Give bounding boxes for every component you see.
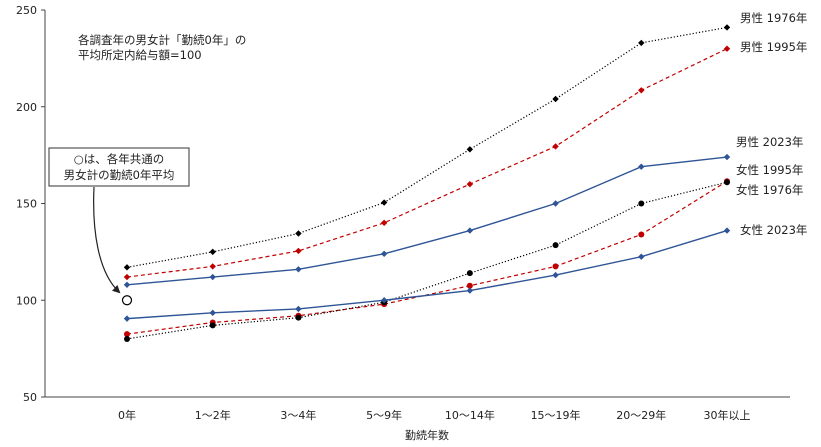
data-point bbox=[209, 322, 216, 329]
series-line bbox=[123, 45, 731, 281]
data-point bbox=[209, 273, 216, 281]
y-tick-label: 250 bbox=[16, 4, 37, 17]
data-point bbox=[723, 153, 731, 161]
data-point bbox=[552, 143, 559, 150]
data-point bbox=[123, 264, 131, 271]
data-point bbox=[380, 250, 388, 258]
data-point bbox=[466, 282, 473, 289]
series-path bbox=[126, 181, 728, 340]
series-line bbox=[123, 24, 731, 271]
y-tick-label: 100 bbox=[16, 294, 37, 307]
y-tick-label: 200 bbox=[16, 101, 37, 114]
data-point bbox=[380, 199, 388, 206]
note-line-1: 各調査年の男女計「勤続0年」の bbox=[78, 33, 246, 47]
data-point bbox=[380, 219, 388, 227]
x-tick-label: 20～29年 bbox=[616, 408, 666, 422]
data-point bbox=[124, 335, 130, 342]
series-label: 男性 1995年 bbox=[740, 40, 807, 54]
data-point bbox=[638, 87, 645, 94]
series-line bbox=[123, 227, 731, 322]
series-path bbox=[126, 156, 728, 286]
x-tick-label: 0年 bbox=[118, 408, 136, 422]
x-tick-label: 30年以上 bbox=[704, 408, 751, 422]
data-point bbox=[638, 39, 645, 47]
data-point bbox=[723, 227, 731, 234]
x-tick-label: 15～19年 bbox=[531, 408, 581, 422]
data-point bbox=[552, 95, 559, 103]
data-point bbox=[466, 270, 473, 277]
series-path bbox=[126, 26, 728, 268]
data-point bbox=[638, 163, 645, 170]
data-point bbox=[724, 179, 730, 186]
series-path bbox=[126, 48, 728, 278]
series-path bbox=[126, 229, 728, 320]
series-label: 女性 2023年 bbox=[740, 223, 807, 237]
note-line-2: 平均所定内給与額=100 bbox=[78, 48, 202, 62]
data-point bbox=[209, 263, 216, 270]
data-point bbox=[552, 271, 559, 279]
data-point bbox=[638, 200, 645, 207]
y-tick-label: 150 bbox=[16, 198, 37, 211]
callout-line-2: 男女計の勤続0年平均 bbox=[64, 168, 175, 182]
y-tick-label: 50 bbox=[23, 391, 37, 404]
data-point bbox=[295, 305, 302, 313]
reference-point-marker bbox=[121, 295, 133, 306]
data-point bbox=[552, 242, 559, 249]
callout-arrow bbox=[93, 186, 121, 294]
series-label: 男性 2023年 bbox=[736, 135, 803, 149]
tick-labels: 50 100 150 200 250 0年 1～2年 3～4年 5～9年 10～14年 15～19年… bbox=[16, 4, 751, 422]
data-point bbox=[723, 24, 731, 31]
series-label: 女性 1976年 bbox=[736, 183, 803, 197]
data-point bbox=[723, 45, 731, 52]
data-point bbox=[552, 200, 559, 207]
data-point bbox=[466, 146, 474, 153]
data-point bbox=[124, 331, 130, 338]
callout-box bbox=[48, 147, 190, 187]
data-point bbox=[380, 297, 388, 304]
callout-annotation: ○は、各年共通の 男女計の勤続0年平均 bbox=[48, 147, 190, 294]
axes bbox=[41, 9, 790, 398]
x-axis-label: 勤続年数 bbox=[405, 428, 449, 442]
data-point bbox=[466, 180, 474, 188]
data-point bbox=[466, 287, 474, 294]
x-tick-label: 1～2年 bbox=[195, 408, 231, 422]
data-point bbox=[466, 227, 474, 234]
data-point bbox=[295, 266, 302, 273]
x-tick-label: 5～9年 bbox=[366, 408, 402, 422]
data-point bbox=[638, 231, 645, 238]
data-point bbox=[638, 253, 645, 260]
series-label: 男性 1976年 bbox=[740, 11, 807, 25]
x-tick-label: 10～14年 bbox=[445, 408, 495, 422]
data-point bbox=[295, 314, 302, 321]
data-point bbox=[123, 315, 131, 322]
note-annotation: 各調査年の男女計「勤続0年」の 平均所定内給与額=100 bbox=[78, 33, 246, 62]
data-point bbox=[552, 263, 559, 270]
callout-line-1: ○は、各年共通の bbox=[74, 152, 165, 166]
series-group bbox=[123, 24, 731, 342]
data-point bbox=[295, 230, 302, 237]
data-point bbox=[295, 247, 302, 255]
data-point bbox=[209, 309, 216, 317]
data-point bbox=[123, 273, 131, 281]
series-line bbox=[123, 153, 731, 288]
data-point bbox=[209, 248, 216, 256]
x-tick-label: 3～4年 bbox=[280, 408, 316, 422]
series-label: 女性 1995年 bbox=[736, 163, 803, 177]
data-point bbox=[123, 281, 131, 288]
